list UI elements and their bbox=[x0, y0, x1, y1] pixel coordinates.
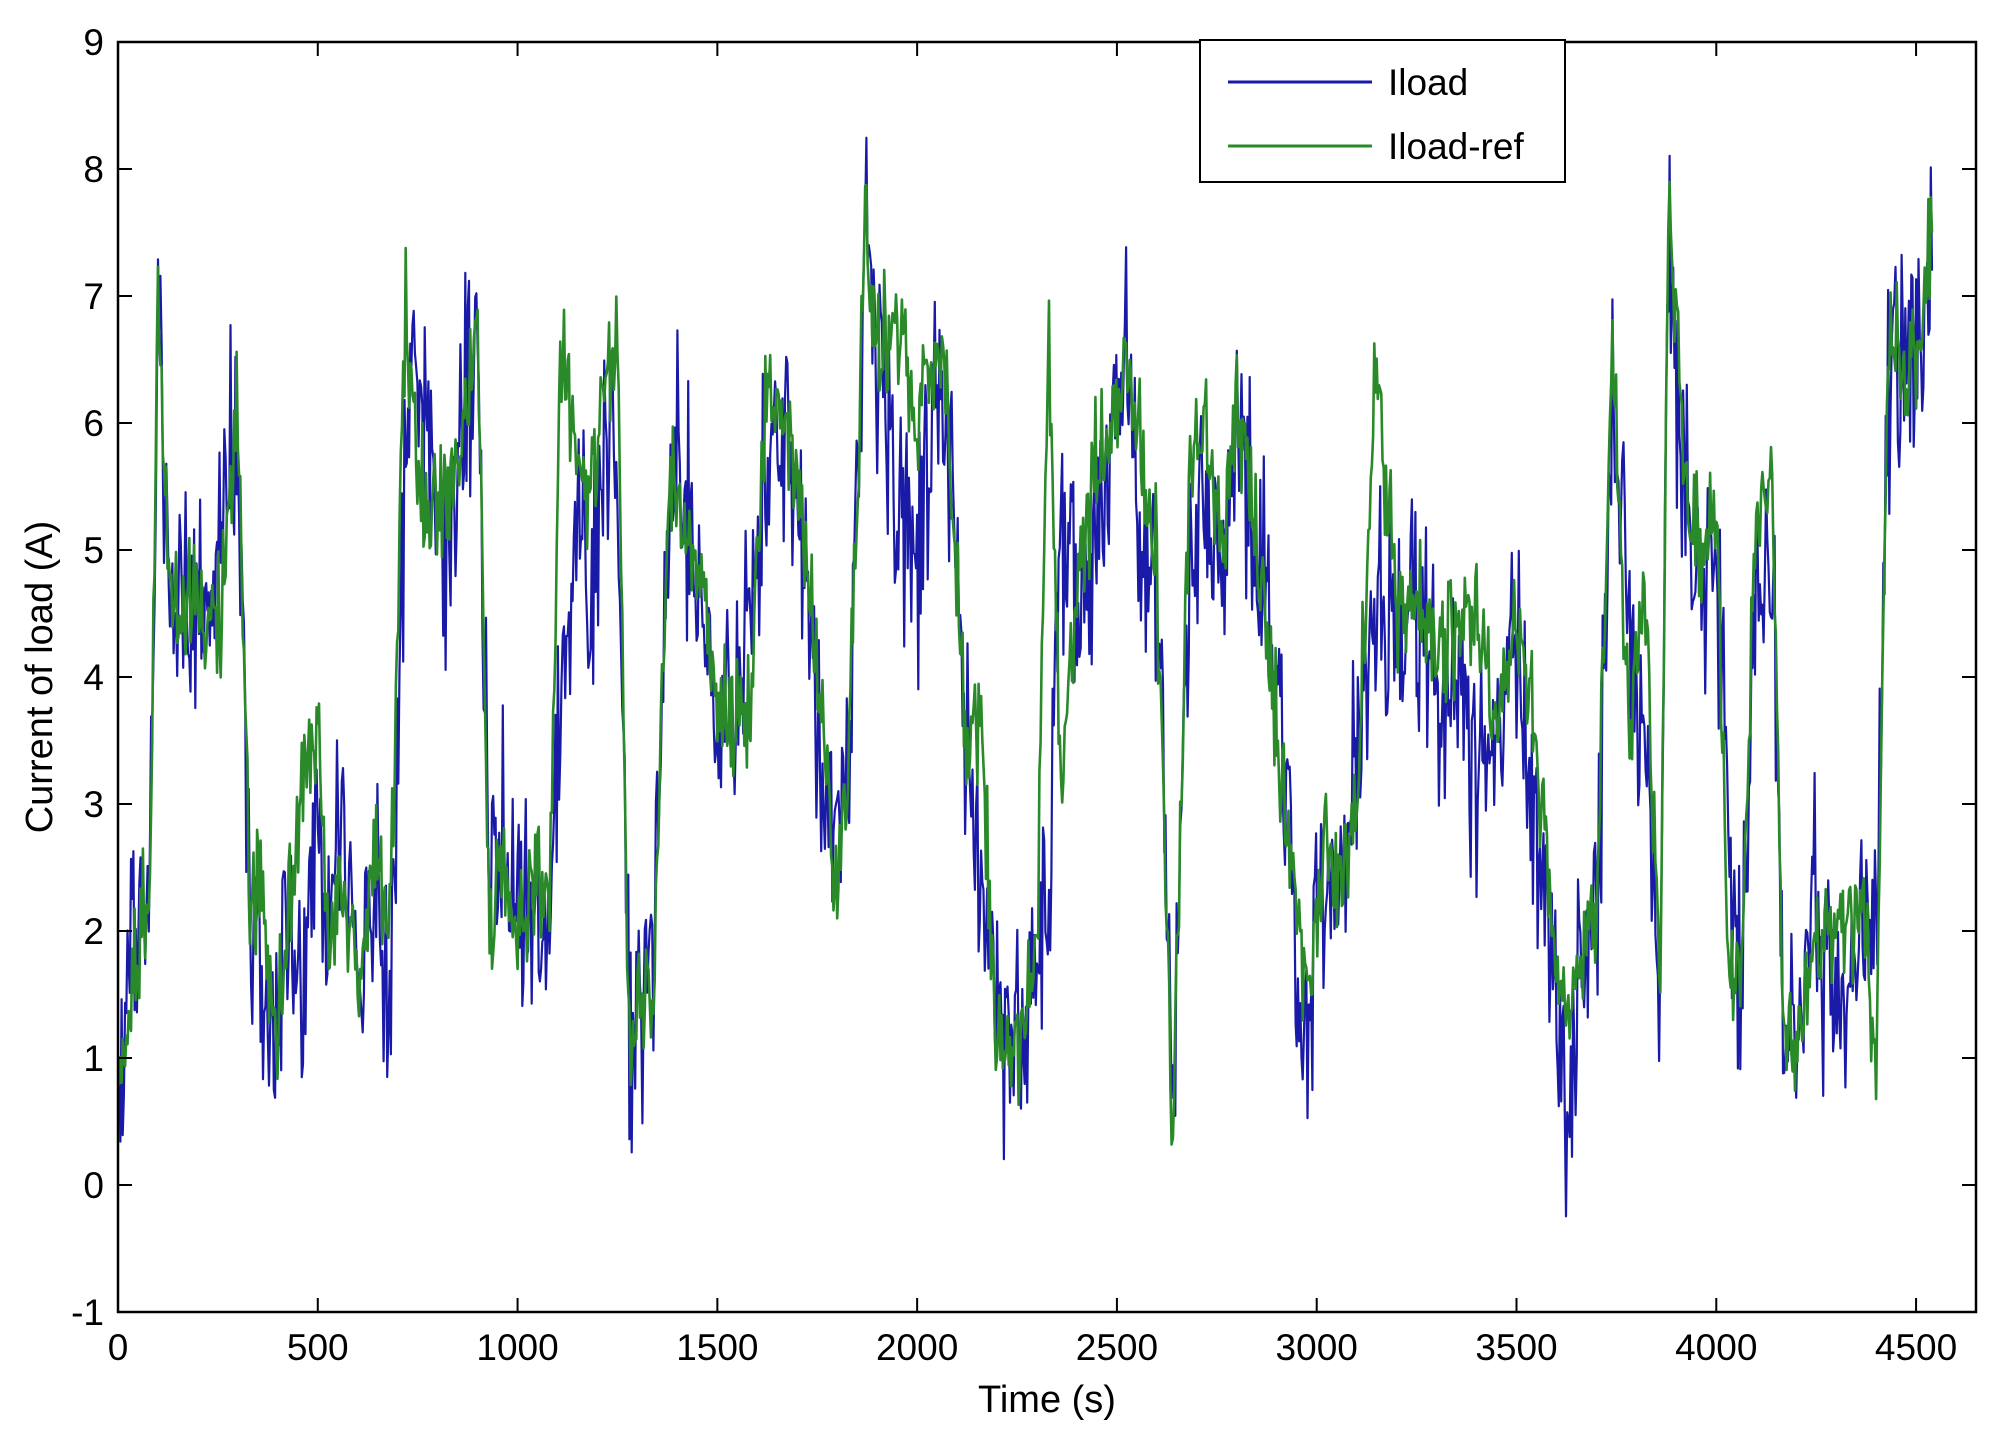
x-tick-label: 2000 bbox=[876, 1327, 958, 1368]
series-line-iload-ref bbox=[116, 180, 1934, 1146]
y-tick-label: 6 bbox=[83, 403, 104, 444]
x-tick-label: 2500 bbox=[1076, 1327, 1158, 1368]
x-axis-title: Time (s) bbox=[978, 1379, 1116, 1421]
y-tick-label: 5 bbox=[83, 530, 104, 571]
x-tick-label: 1500 bbox=[676, 1327, 758, 1368]
legend-label-iload: Iload bbox=[1388, 62, 1468, 103]
legend-box bbox=[1199, 39, 1566, 183]
y-tick-label: -1 bbox=[71, 1292, 104, 1333]
x-tick-label: 500 bbox=[287, 1327, 349, 1368]
y-tick-label: 0 bbox=[83, 1165, 104, 1206]
x-tick-label: 4000 bbox=[1675, 1327, 1757, 1368]
x-tick-label: 0 bbox=[108, 1327, 129, 1368]
y-tick-label: 2 bbox=[83, 911, 104, 952]
y-tick-label: 8 bbox=[83, 149, 104, 190]
y-tick-label: 9 bbox=[83, 22, 104, 63]
y-tick-label: 4 bbox=[83, 657, 104, 698]
y-axis-title: Current of load (A) bbox=[19, 521, 61, 834]
y-tick-label: 3 bbox=[83, 784, 104, 825]
series-layer bbox=[116, 136, 1934, 1218]
y-tick-label: 1 bbox=[83, 1038, 104, 1079]
legend: Iload Iload-ref bbox=[1199, 39, 1566, 183]
x-tick-label: 3000 bbox=[1276, 1327, 1358, 1368]
x-tick-label: 3500 bbox=[1475, 1327, 1557, 1368]
x-tick-label: 4500 bbox=[1875, 1327, 1957, 1368]
x-tick-label: 1000 bbox=[476, 1327, 558, 1368]
y-tick-label: 7 bbox=[83, 276, 104, 317]
series-line-iload bbox=[116, 136, 1934, 1218]
ticks-layer: 0 500 1000 1500 2000 2500 3000 3500 4000 4500-101… bbox=[71, 22, 1976, 1368]
legend-label-iload-ref: Iload-ref bbox=[1388, 126, 1524, 167]
